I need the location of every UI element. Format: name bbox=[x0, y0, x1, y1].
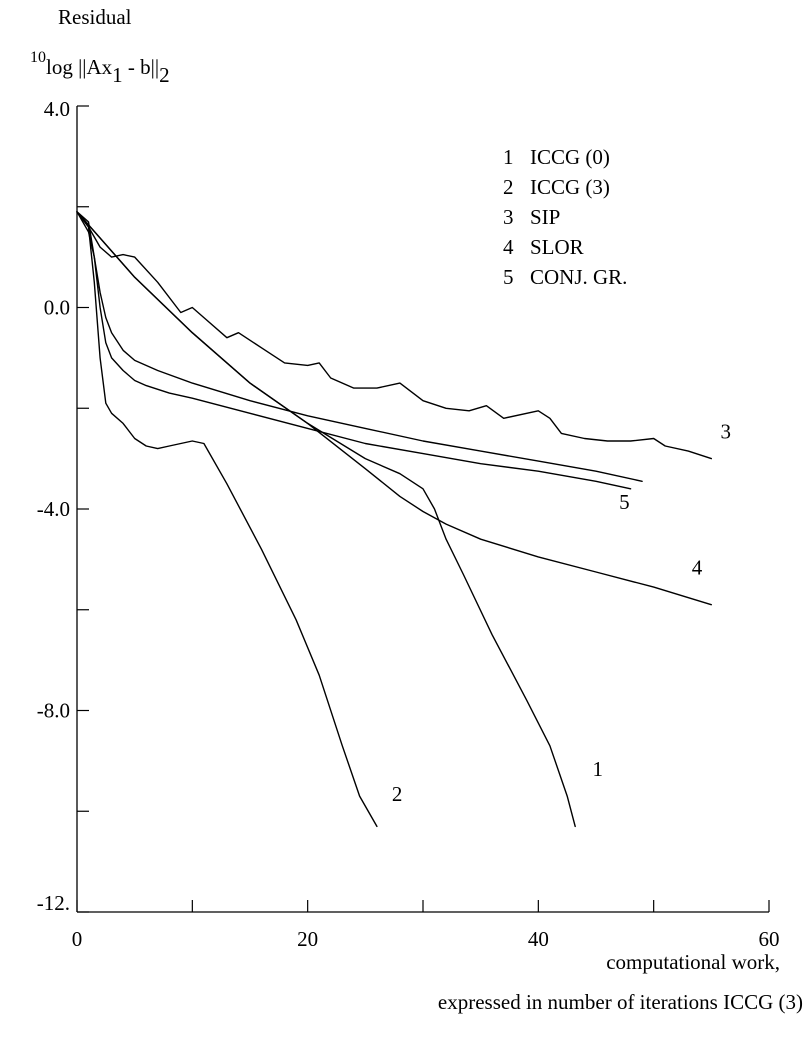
y-tick-label: 4.0 bbox=[44, 97, 70, 121]
series-lines bbox=[76, 211, 712, 828]
legend-entry-label: SLOR bbox=[530, 235, 584, 259]
plot-frame bbox=[76, 106, 769, 913]
legend-entry-number: 1 bbox=[503, 145, 514, 169]
y-tick-label: -12. bbox=[37, 891, 70, 915]
y-axis-label-formula: 10log ||Ax1 - b||2 bbox=[30, 49, 170, 87]
series-line-sip bbox=[76, 211, 712, 460]
series-label-5: 5 bbox=[619, 490, 630, 514]
y-label-norm-text: - b|| bbox=[123, 55, 159, 79]
series-end-labels: 1 2 3 4 5 bbox=[392, 419, 731, 806]
y-label-subscript-2: 2 bbox=[159, 63, 170, 87]
series-label-2: 2 bbox=[392, 782, 403, 806]
x-tick-label: 60 bbox=[759, 927, 780, 951]
axis-ticks bbox=[76, 105, 770, 913]
x-axis-label-line1: computational work, bbox=[606, 950, 780, 974]
x-tick-label: 20 bbox=[297, 927, 318, 951]
series-line-iccg-3 bbox=[76, 211, 378, 828]
series-line-conj-gr bbox=[76, 211, 643, 482]
legend-entry-number: 4 bbox=[503, 235, 514, 259]
legend-entry-number: 5 bbox=[503, 265, 514, 289]
legend-entry-label: ICCG (0) bbox=[530, 145, 610, 169]
axis-tick-labels: 0 20 40 60 4.0 0.0 -4.0 -8.0 -12. bbox=[37, 97, 780, 951]
legend-entry-number: 2 bbox=[503, 175, 514, 199]
y-label-superscript: 10 bbox=[30, 49, 46, 66]
series-line-iccg-0 bbox=[76, 211, 576, 828]
series-line-slor bbox=[76, 211, 712, 606]
x-tick-label: 0 bbox=[72, 927, 83, 951]
legend-entry-label: CONJ. GR. bbox=[530, 265, 627, 289]
legend: 1 ICCG (0) 2 ICCG (3) 3 SIP 4 SLOR 5 CONJ. GR. bbox=[503, 145, 627, 289]
legend-entry-label: SIP bbox=[530, 205, 560, 229]
legend-entry-number: 3 bbox=[503, 205, 514, 229]
x-axis-label-line2: expressed in number of iterations ICCG (… bbox=[438, 990, 803, 1014]
series-label-1: 1 bbox=[593, 757, 604, 781]
y-axis-label-residual: Residual bbox=[58, 5, 132, 29]
y-tick-label: -4.0 bbox=[37, 497, 70, 521]
series-label-3: 3 bbox=[721, 419, 732, 443]
series-line-unlabeled bbox=[76, 211, 632, 490]
y-label-log-text: log ||Ax bbox=[46, 55, 113, 79]
y-tick-label: 0.0 bbox=[44, 296, 70, 320]
series-label-4: 4 bbox=[692, 555, 703, 579]
x-tick-label: 40 bbox=[528, 927, 549, 951]
legend-entry-label: ICCG (3) bbox=[530, 175, 610, 199]
y-label-subscript-1: 1 bbox=[112, 63, 123, 87]
y-tick-label: -8.0 bbox=[37, 699, 70, 723]
